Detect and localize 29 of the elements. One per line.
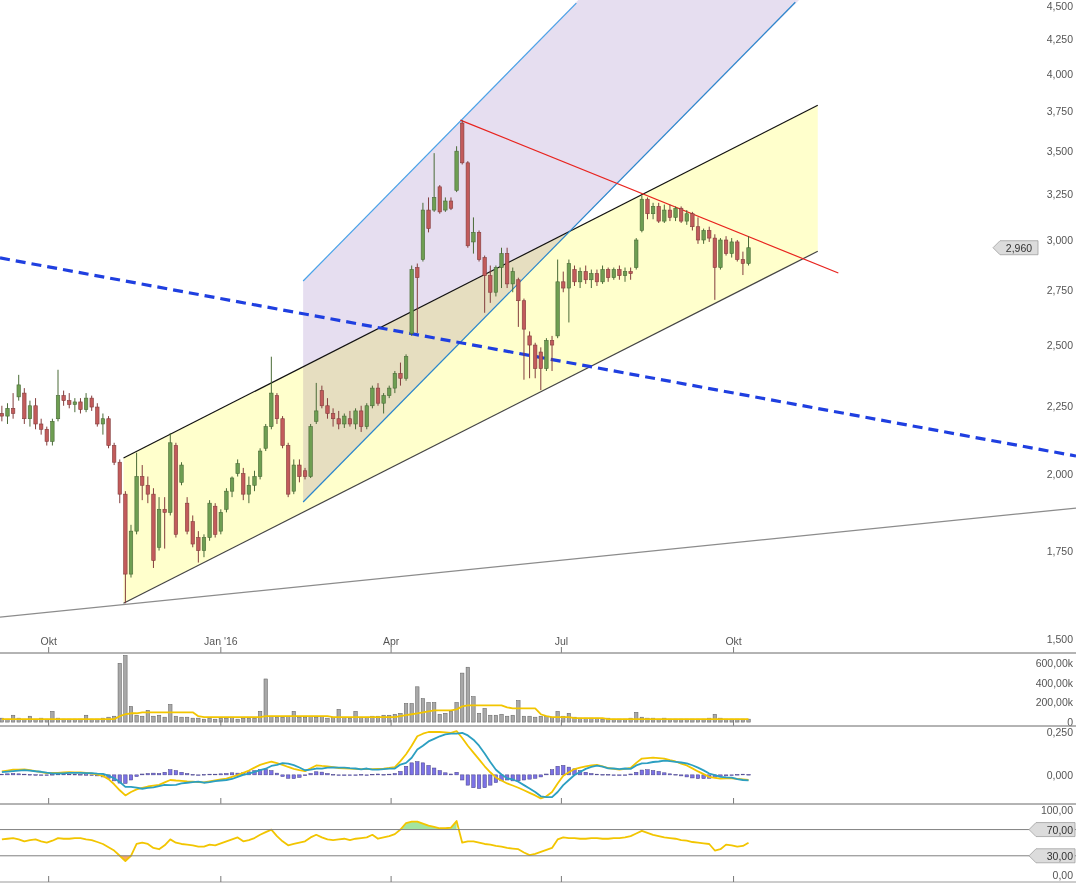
y-tick-label: 30,00 — [1046, 849, 1074, 862]
y-tick-label: 2,000 — [1046, 467, 1074, 480]
y-tick-label: 3,000 — [1046, 234, 1074, 246]
y-tick-label: 400,00k — [1035, 676, 1074, 689]
y-tick-label: 0,000 — [1046, 768, 1074, 781]
y-tick-label: 3,250 — [1046, 187, 1074, 200]
y-tick-label: 2,500 — [1046, 339, 1074, 352]
x-tick-label: Okt — [725, 635, 742, 647]
y-tick-label: 2,250 — [1046, 399, 1074, 412]
y-tick-label: 4,250 — [1046, 33, 1074, 46]
y-tick-label: 70,00 — [1046, 823, 1074, 836]
y-tick-label: 600,00k — [1035, 657, 1074, 670]
annotation: 2,960 — [1005, 241, 1033, 254]
x-tick-label: Apr — [382, 635, 400, 647]
y-tick-label: 4,500 — [1046, 0, 1074, 13]
y-tick-label: 0,250 — [1046, 726, 1074, 738]
x-tick-label: Jan '16 — [204, 635, 238, 647]
y-tick-label: 1,750 — [1046, 544, 1074, 557]
y-tick-label: 200,00k — [1035, 696, 1074, 709]
y-tick-label: 0,00 — [1052, 869, 1074, 882]
y-tick-label: 0 — [1067, 716, 1074, 729]
x-tick-label: Okt — [40, 635, 57, 647]
y-tick-label: 3,500 — [1046, 145, 1074, 158]
x-tick-label: Jul — [554, 635, 569, 647]
y-tick-label: 4,000 — [1046, 68, 1074, 81]
y-tick-label: 3,750 — [1046, 105, 1074, 118]
y-tick-label: 1,500 — [1046, 633, 1074, 646]
y-tick-label: 100,00 — [1040, 803, 1074, 816]
y-tick-label: 2,750 — [1046, 284, 1074, 297]
